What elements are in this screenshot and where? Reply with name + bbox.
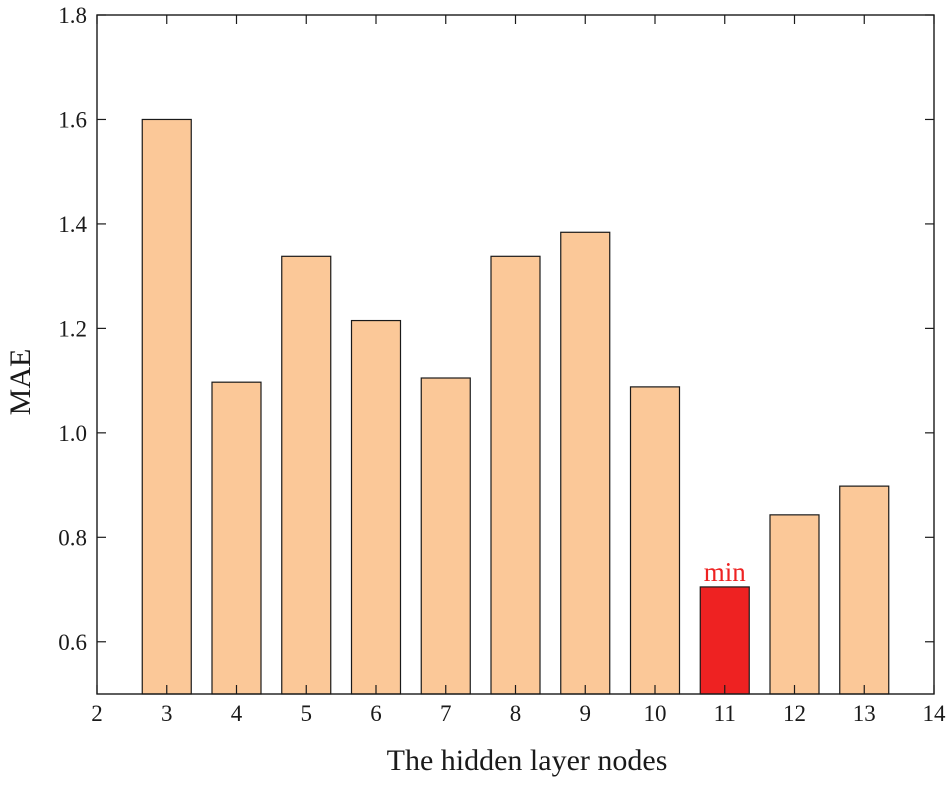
- x-tick-label-5: 5: [301, 701, 313, 726]
- y-axis-title: MAE: [4, 349, 37, 416]
- x-tick-label-4: 4: [231, 701, 243, 726]
- x-tick-label-3: 3: [161, 701, 173, 726]
- bar-10: [629, 386, 681, 695]
- bar-min: [699, 586, 750, 695]
- y-tick-label-1: 0.8: [58, 525, 87, 550]
- bar-4: [211, 381, 262, 695]
- bar-9: [560, 231, 611, 695]
- y-tick-label-3: 1.2: [58, 316, 87, 341]
- min-annotation: min: [704, 557, 747, 587]
- x-tick-label-12: 12: [783, 701, 806, 726]
- x-tick-label-10: 10: [644, 701, 667, 726]
- bar-6: [350, 319, 402, 695]
- x-tick-label-11: 11: [714, 701, 736, 726]
- x-tick-label-7: 7: [440, 701, 452, 726]
- y-tick-label-2: 1.0: [58, 421, 87, 446]
- bar-7: [420, 377, 471, 695]
- x-axis-title: The hidden layer nodes: [387, 744, 668, 777]
- x-tick-label-2: 2: [91, 701, 103, 726]
- x-tick-label-14: 14: [923, 701, 947, 726]
- axes-layer: 2 3 4 5 6 7 8 9 10 11 12 13 14 0.6 0.8 1.0 1.2 1.4 1.6 1.8: [58, 3, 946, 726]
- bar-12: [769, 514, 820, 695]
- x-tick-label-9: 9: [580, 701, 592, 726]
- bars-layer: min: [141, 118, 890, 695]
- x-tick-label-6: 6: [370, 701, 382, 726]
- y-tick-label-0: 0.6: [58, 630, 87, 655]
- y-tick-label-4: 1.4: [58, 212, 87, 237]
- bar-5: [281, 255, 332, 695]
- y-tick-label-5: 1.6: [58, 107, 87, 132]
- x-tick-label-13: 13: [853, 701, 876, 726]
- bar-13: [839, 485, 890, 695]
- bar-8: [490, 255, 541, 695]
- y-tick-label-6: 1.8: [58, 3, 87, 28]
- x-tick-label-8: 8: [510, 701, 522, 726]
- bar-3: [141, 118, 192, 695]
